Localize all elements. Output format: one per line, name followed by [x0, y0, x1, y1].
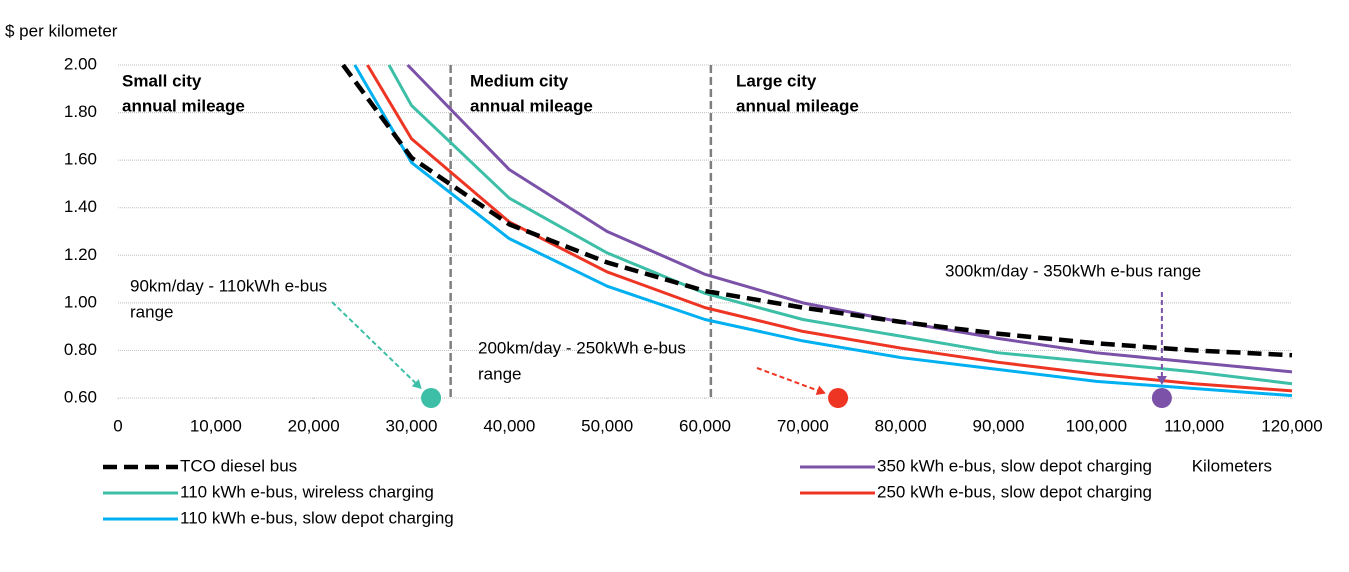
- arrow-head: [1156, 376, 1167, 385]
- x-axis-label: Kilometers: [1192, 456, 1272, 475]
- series-line: [366, 64, 1293, 393]
- legend-label: 350 kWh e-bus, slow depot charging: [877, 456, 1152, 475]
- x-tick-label: 80,000: [875, 416, 927, 435]
- x-tick-label: 50,000: [581, 416, 633, 435]
- x-tick-label: 0: [113, 416, 122, 435]
- y-tick-label: 1.00: [64, 292, 97, 311]
- annotation: range: [478, 364, 521, 383]
- series-line: [353, 64, 1293, 398]
- x-tick-label: 100,000: [1066, 416, 1127, 435]
- x-tick-label: 70,000: [777, 416, 829, 435]
- region-label: annual mileage: [122, 96, 245, 115]
- series-line: [387, 64, 1293, 386]
- x-tick-label: 120,000: [1261, 416, 1322, 435]
- series-line: [341, 64, 1293, 358]
- y-tick-label: 1.60: [64, 150, 97, 169]
- point-marker: [828, 388, 849, 408]
- arrow-head: [411, 379, 422, 389]
- legend-label: 110 kWh e-bus, slow depot charging: [180, 508, 454, 527]
- annotation: 200km/day - 250kWh e-bus: [478, 338, 686, 357]
- x-tick-label: 90,000: [973, 416, 1025, 435]
- region-label: Large city: [736, 71, 817, 90]
- arrow-line: [331, 301, 419, 386]
- x-tick-label: 40,000: [483, 416, 535, 435]
- point-marker: [1151, 388, 1172, 408]
- x-tick-label: 60,000: [679, 416, 731, 435]
- legend-label: 110 kWh e-bus, wireless charging: [180, 482, 434, 501]
- annotation: range: [130, 302, 173, 321]
- y-tick-label: 1.20: [64, 245, 97, 264]
- y-axis-label: $ per kilometer: [5, 21, 118, 40]
- arrow-line: [756, 367, 821, 393]
- y-tick-label: 0.60: [64, 387, 97, 406]
- legend-label: TCO diesel bus: [180, 456, 297, 475]
- y-tick-label: 1.80: [64, 102, 97, 121]
- x-tick-label: 20,000: [288, 416, 340, 435]
- annotation: 90km/day - 110kWh e-bus: [130, 276, 327, 295]
- region-label: annual mileage: [470, 96, 593, 115]
- point-marker: [421, 388, 442, 408]
- y-tick-label: 1.40: [64, 197, 97, 216]
- y-tick-label: 2.00: [64, 54, 97, 73]
- legend-label: 250 kWh e-bus, slow depot charging: [877, 482, 1152, 501]
- series-line: [406, 64, 1293, 374]
- x-tick-label: 30,000: [386, 416, 438, 435]
- arrow-head: [815, 385, 826, 396]
- x-tick-label: 10,000: [190, 416, 242, 435]
- x-tick-label: 110,000: [1164, 416, 1224, 435]
- y-tick-label: 0.80: [64, 340, 97, 359]
- region-label: annual mileage: [736, 96, 859, 115]
- region-label: Small city: [122, 71, 202, 90]
- annotation: 300km/day - 350kWh e-bus range: [945, 261, 1201, 280]
- region-label: Medium city: [470, 71, 569, 90]
- plot-lines: [341, 64, 1293, 398]
